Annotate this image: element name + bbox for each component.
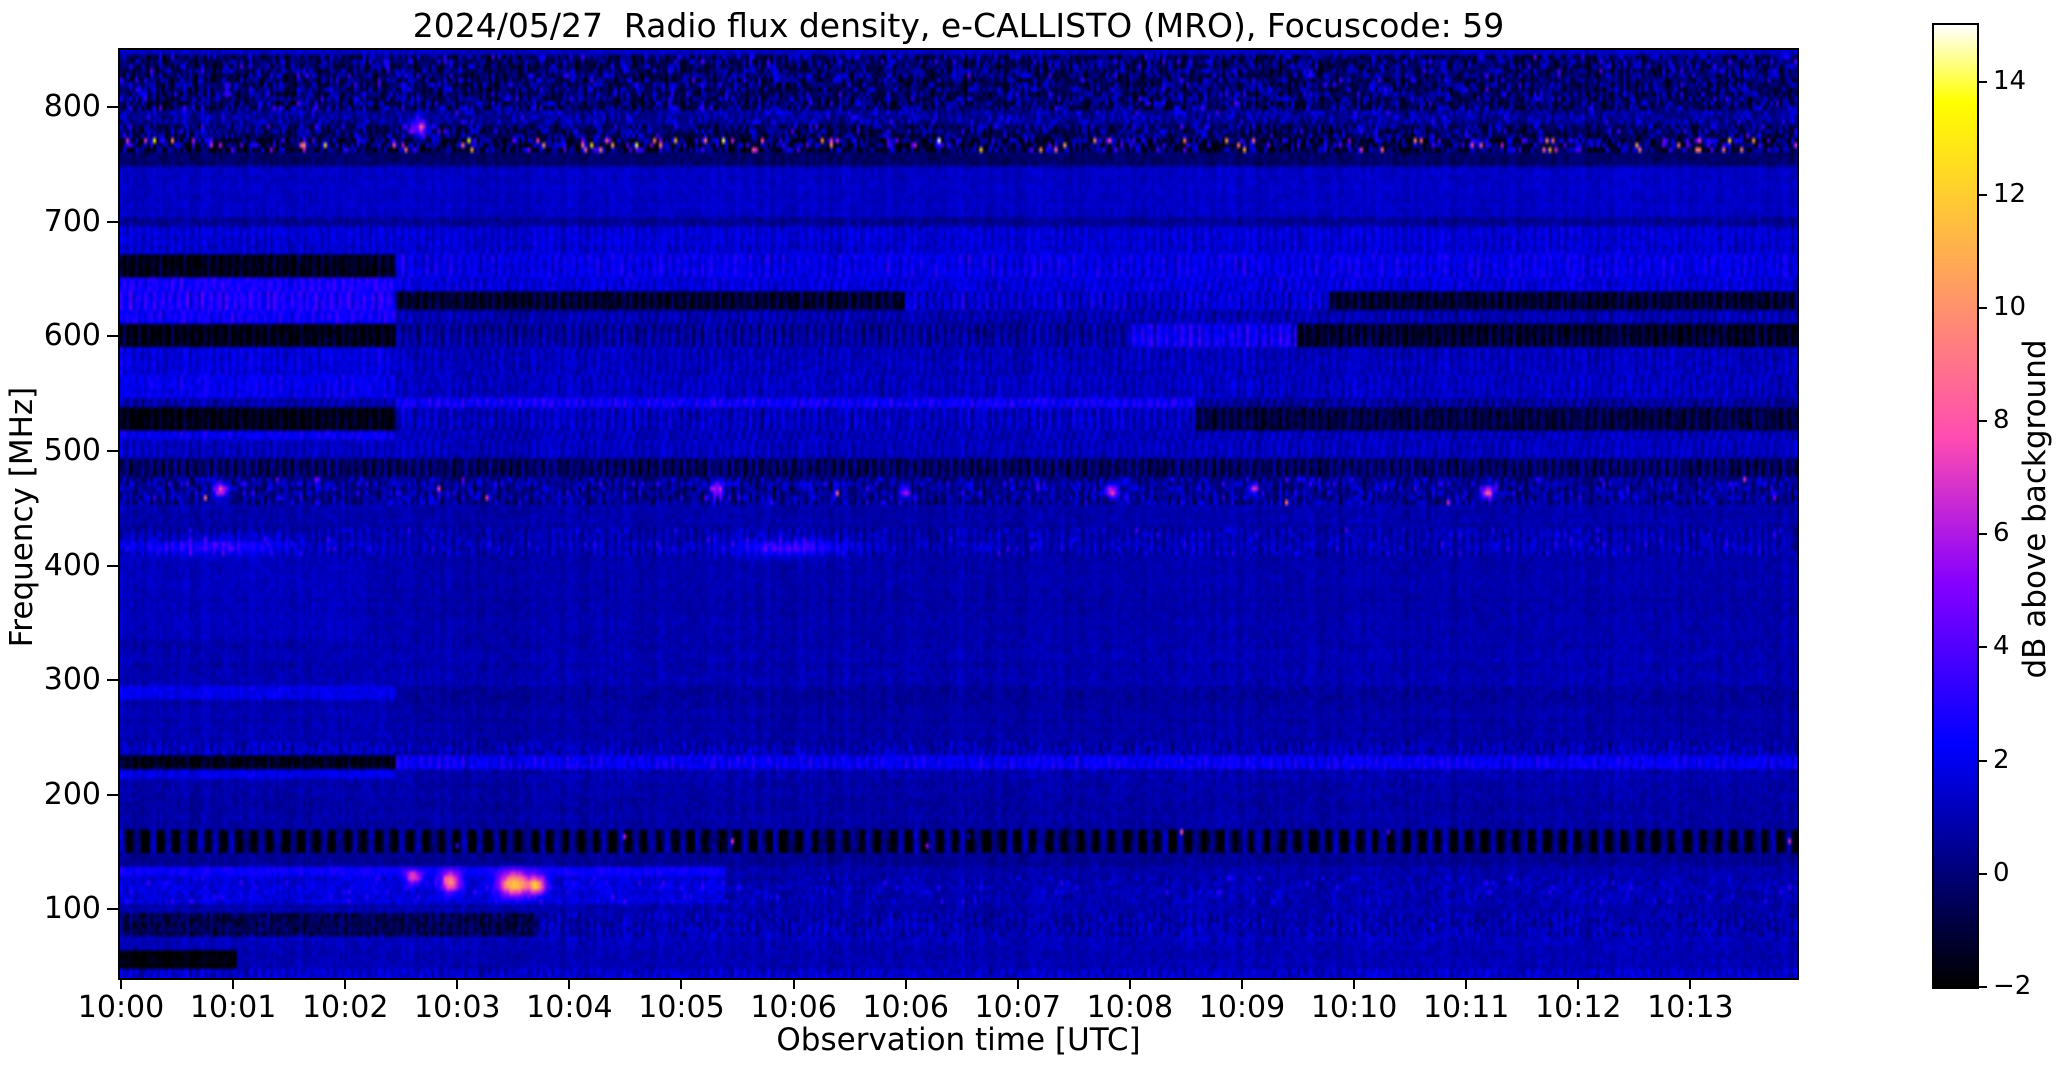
colorbar-tick-mark (1977, 872, 1987, 875)
x-tick-mark (1016, 978, 1019, 989)
y-tick-label: 500 (43, 432, 101, 468)
x-tick-label: 10:02 (301, 990, 389, 1025)
y-tick-label: 600 (43, 318, 101, 354)
x-tick-label: 10:03 (414, 990, 501, 1025)
x-tick-mark (1689, 978, 1692, 989)
y-tick-mark (107, 449, 118, 452)
colorbar-tick-mark (1977, 420, 1987, 423)
colorbar-label: dB above background (2017, 339, 2053, 679)
x-tick-label: 10:04 (526, 990, 613, 1025)
x-tick-label: 10:00 (77, 990, 165, 1025)
colorbar-tick-mark (1977, 759, 1987, 762)
x-tick-mark (792, 978, 795, 989)
x-tick-label: 10:13 (1647, 990, 1734, 1025)
x-tick-label: 10:12 (1535, 990, 1622, 1025)
x-tick-mark (904, 978, 907, 989)
x-tick-mark (120, 978, 122, 989)
colorbar-tick-label: 8 (1993, 405, 2010, 436)
colorbar-tick-label: −2 (1993, 971, 2032, 1001)
colorbar-tick-label: 10 (1993, 291, 2027, 322)
x-tick-label: 10:01 (189, 990, 277, 1025)
y-tick-mark (107, 908, 118, 911)
x-tick-label: 10:06 (862, 990, 949, 1025)
x-tick-label: 10:08 (1086, 990, 1174, 1025)
colorbar-tick-mark (1977, 306, 1987, 309)
x-tick-mark (1465, 978, 1468, 989)
figure-title: 2024/05/27 Radio flux density, e-CALLIST… (412, 6, 1505, 45)
x-tick-label: 10:11 (1422, 990, 1510, 1025)
y-tick-label: 700 (43, 203, 101, 239)
y-tick-label: 400 (43, 547, 101, 583)
x-tick-label: 10:10 (1310, 990, 1398, 1025)
x-axis-label: Observation time [UTC] (776, 1022, 1141, 1058)
colorbar-gradient (1934, 25, 1977, 987)
y-tick-mark (107, 335, 118, 338)
spectrogram-heatmap (120, 50, 1797, 978)
x-tick-mark (1128, 978, 1131, 989)
x-tick-mark (1577, 978, 1580, 989)
colorbar-tick-mark (1977, 80, 1987, 83)
colorbar-tick-label: 0 (1993, 857, 2010, 888)
x-tick-mark (344, 978, 347, 989)
spectrogram-plot-area (118, 48, 1799, 980)
y-tick-mark (107, 220, 118, 223)
colorbar-tick-mark (1977, 986, 1987, 988)
y-tick-mark (107, 679, 118, 682)
x-tick-mark (1240, 978, 1243, 989)
y-tick-label: 200 (43, 776, 101, 812)
y-tick-mark (107, 564, 118, 567)
y-tick-label: 800 (43, 89, 101, 125)
x-tick-mark (680, 978, 683, 989)
y-tick-mark (107, 106, 118, 109)
colorbar-tick-label: 12 (1993, 178, 2027, 209)
x-tick-label: 10:06 (750, 990, 837, 1025)
colorbar (1932, 23, 1979, 989)
colorbar-tick-label: 14 (1993, 65, 2027, 96)
colorbar-tick-label: 6 (1993, 518, 2010, 549)
y-tick-label: 300 (43, 662, 101, 698)
x-tick-label: 10:07 (974, 990, 1062, 1025)
colorbar-tick-label: 2 (1993, 744, 2010, 775)
colorbar-tick-mark (1977, 646, 1987, 649)
x-tick-mark (568, 978, 571, 989)
x-tick-mark (232, 978, 235, 989)
x-tick-mark (456, 978, 459, 989)
y-tick-mark (107, 793, 118, 796)
y-tick-label: 100 (43, 891, 101, 927)
y-axis-label: Frequency [MHz] (4, 386, 40, 648)
colorbar-tick-mark (1977, 533, 1987, 536)
x-tick-label: 10:09 (1198, 990, 1286, 1025)
x-tick-label: 10:05 (638, 990, 725, 1025)
x-tick-mark (1353, 978, 1356, 989)
colorbar-tick-label: 4 (1993, 631, 2010, 662)
colorbar-tick-mark (1977, 193, 1987, 196)
